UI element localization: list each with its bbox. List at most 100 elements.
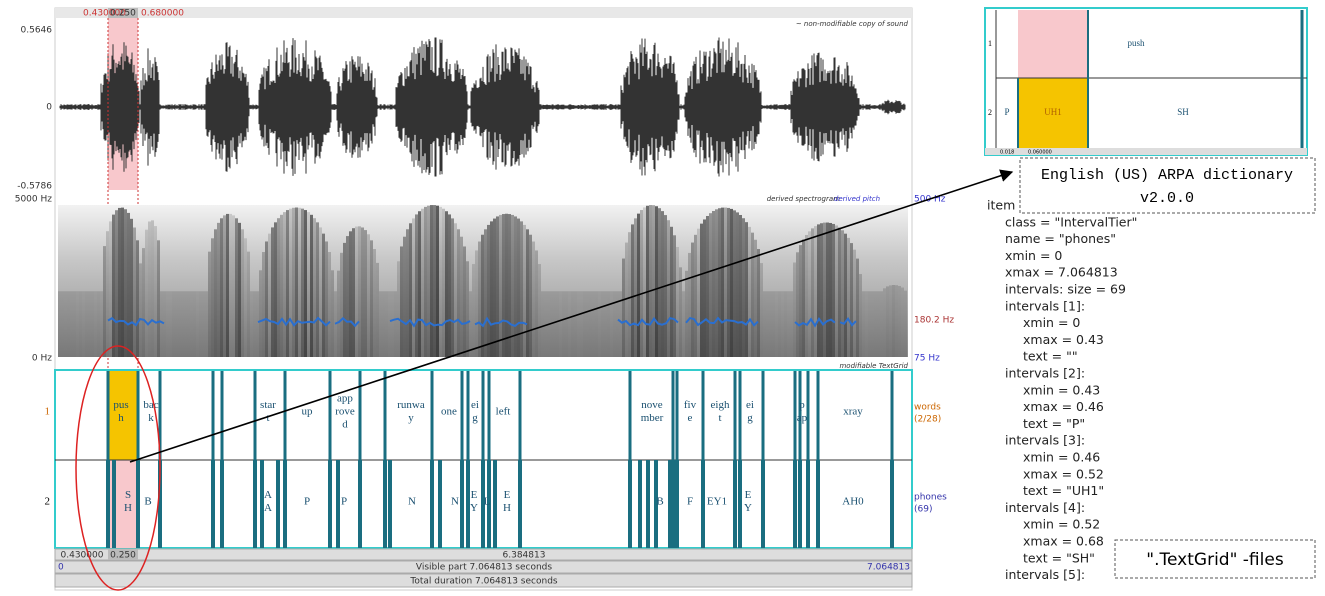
spec-column	[805, 234, 808, 357]
pitch-contour	[839, 317, 857, 327]
spec-column	[748, 226, 751, 357]
spec-column	[568, 291, 571, 357]
spec-column	[130, 218, 133, 357]
spec-column	[502, 214, 505, 357]
spec-column	[496, 216, 499, 357]
spec-column	[766, 291, 769, 357]
spec-column	[493, 218, 496, 357]
spec-column	[619, 291, 622, 357]
pitch-contour	[107, 317, 165, 327]
spec-column	[451, 218, 454, 357]
inset-tier-number: 1	[988, 39, 992, 48]
spec-column	[190, 291, 193, 357]
spec-column	[457, 229, 460, 357]
spec-column	[391, 291, 394, 357]
spec-column	[727, 207, 730, 357]
spec-column	[487, 224, 490, 357]
inset-time: 0.060000	[1028, 150, 1052, 156]
dictionary-name: English (US) ARPA dictionary	[1041, 167, 1293, 184]
spec-column	[472, 264, 475, 357]
spec-column	[421, 208, 424, 357]
spec-column	[433, 205, 436, 357]
phone-label: A	[264, 502, 272, 514]
phone-label: Y	[744, 502, 752, 514]
spec-column	[739, 214, 742, 357]
spec-column	[682, 291, 685, 357]
spec-column	[712, 210, 715, 357]
word-boundary	[106, 371, 110, 460]
spec-column	[199, 291, 202, 357]
spec-column	[397, 261, 400, 357]
phone-label: L	[484, 496, 491, 508]
spec-column	[313, 218, 316, 357]
file-line: xmax = 7.064813	[1005, 265, 1118, 280]
bottom-sel-length[interactable]: 0.250	[110, 551, 136, 561]
bottom-rest[interactable]: 6.384813	[503, 551, 546, 561]
spec-column	[142, 248, 145, 357]
spec-column	[271, 227, 274, 357]
spec-column	[445, 211, 448, 357]
total-duration[interactable]: Total duration 7.064813 seconds	[409, 577, 558, 587]
phone-label: B	[656, 496, 663, 508]
spec-column	[424, 206, 427, 357]
spec-column	[409, 223, 412, 357]
spec-column	[97, 291, 100, 357]
spec-column	[691, 242, 694, 357]
phone-label: EY1	[707, 496, 727, 508]
spec-column	[517, 218, 520, 357]
spec-column	[307, 212, 310, 357]
spec-column	[781, 291, 784, 357]
spec-column	[454, 223, 457, 357]
spec-caption: derived spectrogram	[767, 195, 840, 203]
phone-boundary	[383, 460, 387, 548]
spec-column	[463, 246, 466, 357]
spec-column	[364, 230, 367, 357]
spec-column	[601, 291, 604, 357]
phone-boundary	[328, 460, 332, 548]
phone-boundary	[253, 460, 257, 548]
spec-column	[187, 291, 190, 357]
bottom-sel-start[interactable]: 0.430000	[61, 551, 104, 561]
word-boundary	[430, 371, 434, 460]
visible-part[interactable]: Visible part 7.064813 seconds	[416, 563, 552, 573]
selection-bar	[55, 8, 912, 18]
phone-boundary	[518, 460, 522, 548]
file-text: item [2]:class = "IntervalTier"name = "p…	[987, 198, 1137, 583]
spec-column	[898, 285, 901, 357]
phone-label: E	[745, 489, 752, 501]
spec-column	[139, 263, 142, 357]
spec-column	[904, 290, 907, 357]
spec-column	[427, 205, 430, 357]
spec-column	[418, 211, 421, 357]
word-label: nove	[641, 399, 663, 411]
spec-column	[802, 239, 805, 357]
files-box	[1114, 539, 1316, 579]
spec-column	[874, 291, 877, 357]
spec-column	[676, 246, 679, 357]
spec-column	[319, 227, 322, 357]
tier-number: 1	[45, 406, 51, 418]
spec-column	[115, 210, 118, 357]
spec-column	[556, 291, 559, 357]
spec-column	[64, 291, 67, 357]
pitch-contour	[794, 316, 836, 328]
spec-column	[289, 208, 292, 357]
file-line: class = "IntervalTier"	[1005, 214, 1137, 229]
inset-bottom-bar	[985, 148, 1307, 155]
visible-end: 7.064813	[867, 563, 910, 573]
spec-column	[175, 291, 178, 357]
file-line: xmax = 0.52	[1023, 466, 1104, 481]
spec-column	[259, 270, 262, 357]
file-line: text = "P"	[1023, 416, 1085, 431]
spec-column	[532, 241, 535, 357]
phone-boundary	[466, 460, 470, 548]
spec-column	[343, 242, 346, 357]
spec-column	[835, 225, 838, 357]
spec-column	[793, 262, 796, 357]
spec-column	[742, 218, 745, 357]
spec-column	[223, 215, 226, 357]
spec-column	[724, 207, 727, 357]
spec-column	[709, 213, 712, 357]
spec-column	[490, 221, 493, 357]
sel-start: 0.430000	[83, 9, 126, 19]
